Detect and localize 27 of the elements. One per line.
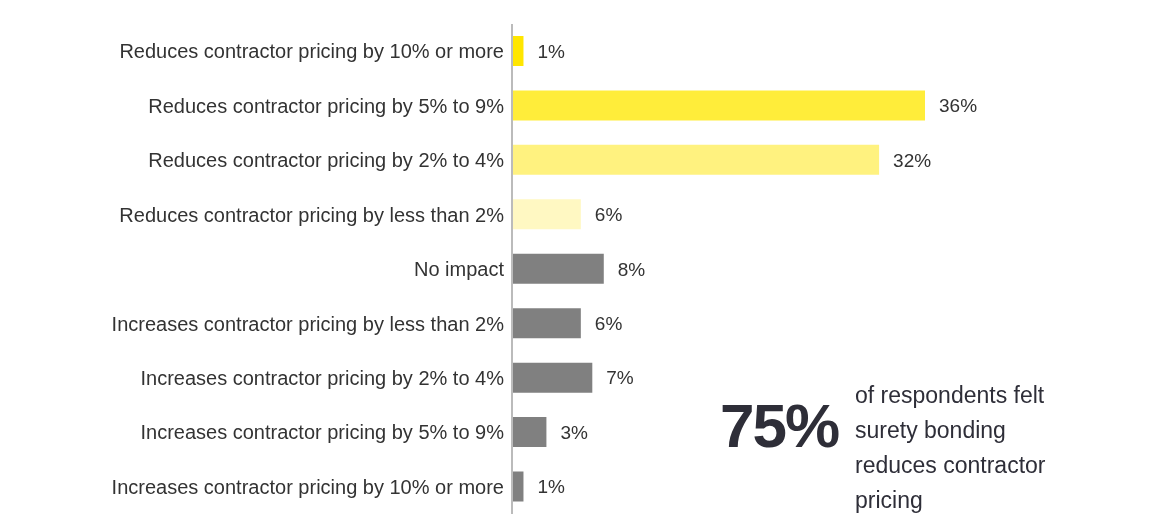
bar	[512, 308, 581, 339]
y-tick-label: No impact	[413, 258, 505, 281]
annotation: of respondents felt surety bonding reduces contractor pricing	[855, 381, 1047, 514]
data-label: 32%	[893, 149, 932, 171]
bar	[512, 417, 547, 448]
data-label: 36%	[939, 95, 978, 117]
data-label: 6%	[594, 204, 623, 226]
data-label: 8%	[617, 258, 646, 280]
data-label: 3%	[560, 421, 588, 443]
y-tick-label: Increases contractor pricing by 5% to 9%	[140, 421, 505, 444]
bar	[512, 144, 880, 175]
y-tick-label: Increases contractor pricing by 10% or more	[111, 475, 504, 498]
y-tick-label: Reduces contractor pricing by less than 2%	[119, 203, 505, 226]
y-tick-label: Reduces contractor pricing by 2% to 4%	[148, 149, 505, 172]
y-tick-label: Increases contractor pricing by less than 2%	[111, 312, 505, 335]
y-tick-label: Reduces contractor pricing by 5% to 9%	[148, 94, 505, 117]
data-label: 7%	[606, 367, 634, 389]
bar	[512, 90, 925, 121]
annotation: 75%	[720, 390, 839, 461]
data-label: 1%	[537, 476, 566, 498]
data-label: 1%	[537, 40, 566, 62]
bar	[512, 362, 593, 393]
bar	[512, 253, 604, 284]
y-tick-label: Reduces contractor pricing by 10% or more	[119, 40, 504, 63]
y-tick-label: Increases contractor pricing by 2% to 4%	[140, 366, 505, 389]
data-label: 6%	[594, 312, 623, 334]
bar	[512, 199, 581, 230]
